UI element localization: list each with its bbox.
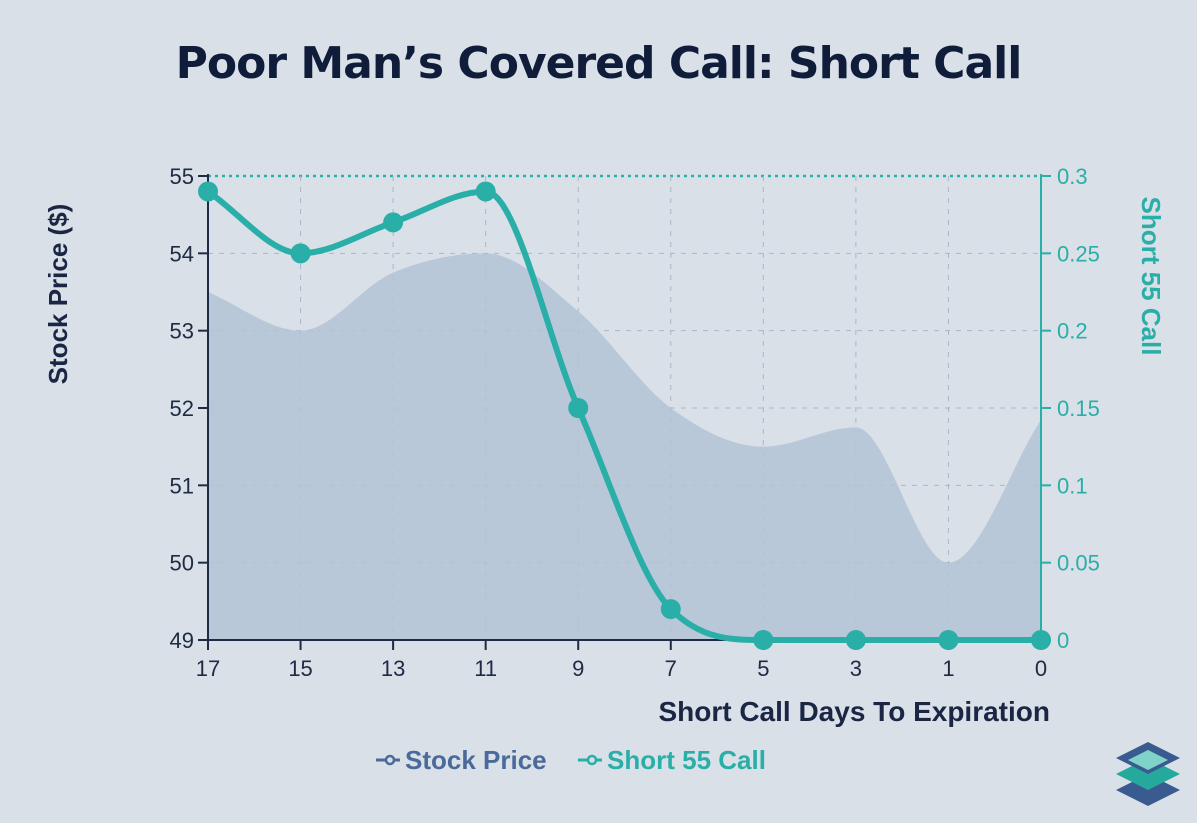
short-call-points (198, 181, 1051, 650)
y-tick-label-left: 53 (170, 319, 194, 344)
x-tick-label: 5 (757, 656, 769, 681)
short-call-line (205, 188, 1044, 644)
x-tick-label: 15 (288, 656, 312, 681)
y-tick-label-left: 54 (170, 241, 194, 266)
y-tick-label-right: 0.3 (1057, 164, 1088, 189)
x-axis-title: Short Call Days To Expiration (658, 696, 1050, 727)
x-tick-label: 7 (665, 656, 677, 681)
y-tick-label-right: 0.2 (1057, 319, 1088, 344)
legend-label-short-call: Short 55 Call (607, 745, 766, 775)
x-tick-label: 11 (474, 656, 497, 681)
y-axis-right-title: Short 55 Call (1136, 197, 1166, 356)
x-tick-label: 1 (942, 656, 954, 681)
legend: Stock Price Short 55 Call (376, 745, 766, 775)
x-tick-label: 17 (196, 656, 220, 681)
legend-item-short-call[interactable]: Short 55 Call (578, 745, 766, 775)
legend-item-stock-price[interactable]: Stock Price (376, 745, 547, 775)
stock-price-area (208, 253, 1041, 641)
short-call-point (383, 212, 404, 233)
y-tick-label-left: 55 (170, 164, 194, 189)
short-call-point (660, 599, 681, 620)
y-tick-label-left: 50 (170, 551, 194, 576)
y-tick-label-right: 0 (1057, 628, 1069, 653)
y-axis-left-title: Stock Price ($) (43, 204, 73, 385)
short-call-point (475, 181, 496, 202)
chart-title: Poor Man’s Covered Call: Short Call (175, 38, 1023, 89)
x-tick-label: 3 (850, 656, 862, 681)
short-call-point (1031, 630, 1051, 650)
y-tick-label-left: 51 (170, 473, 194, 498)
short-call-point (290, 243, 311, 264)
y-tick-label-right: 0.15 (1057, 396, 1100, 421)
x-tick-label: 0 (1035, 656, 1047, 681)
y-tick-label-left: 52 (170, 396, 194, 421)
y-tick-label-right: 0.05 (1057, 551, 1100, 576)
short-call-point (198, 181, 218, 202)
legend-label-stock-price: Stock Price (405, 745, 547, 775)
y-tick-label-right: 0.1 (1057, 473, 1088, 498)
x-tick-label: 13 (381, 656, 405, 681)
short-call-point (845, 630, 866, 650)
short-call-point (753, 630, 774, 650)
y-tick-label-right: 0.25 (1057, 241, 1100, 266)
short-call-point (938, 630, 959, 650)
y-tick-label-left: 49 (170, 628, 194, 653)
x-tick-label: 9 (572, 656, 584, 681)
short-call-point (568, 398, 589, 418)
brand-logo-icon (1116, 742, 1180, 806)
